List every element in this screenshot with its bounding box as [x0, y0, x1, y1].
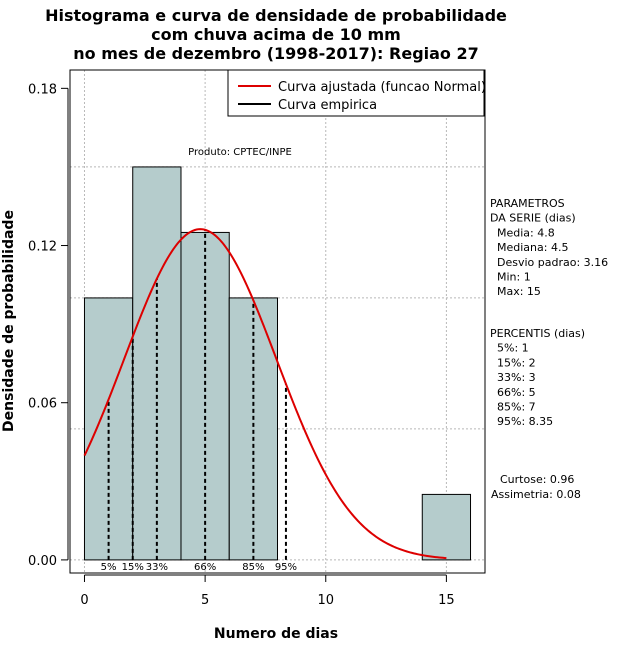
chart-title-line: no mes de dezembro (1998-2017): Regiao 2… [73, 44, 479, 63]
parameter-line: Min: 1 [490, 271, 531, 284]
y-tick-label: 0.18 [28, 82, 57, 97]
percentile-label: 85% [242, 562, 264, 573]
product-label: Produto: CPTEC/INPE [188, 147, 292, 158]
parameter-line: Media: 4.8 [490, 226, 555, 239]
parameter-line: Mediana: 4.5 [490, 241, 568, 254]
percentile-stat-line: 33%: 3 [490, 371, 536, 384]
percentile-label: 33% [146, 562, 168, 573]
percentile-stat-line: 5%: 1 [490, 342, 529, 355]
percentile-stat-line: 85%: 7 [490, 401, 536, 414]
percentile-stat-line: 95%: 8.35 [490, 415, 553, 428]
histogram-bar [83, 297, 134, 561]
percentiles-panel: PERCENTIS (dias) 5%: 1 15%: 2 33%: 3 66%… [490, 327, 585, 428]
percentile-stat-line: 15%: 2 [490, 356, 536, 369]
y-axis: 0.00 0.06 0.12 0.18 [28, 82, 69, 569]
percentile-label: 95% [275, 562, 297, 573]
x-tick-label: 15 [438, 593, 455, 608]
percentile-stat-line: 66%: 5 [490, 386, 536, 399]
shape-stat-line: Assimetria: 0.08 [491, 488, 581, 501]
parameter-line: PARAMETROS [490, 197, 565, 210]
x-tick-label: 0 [80, 593, 88, 608]
percentile-label: 5% [101, 562, 117, 573]
chart-title-line: Histograma e curva de densidade de proba… [45, 6, 507, 25]
percentile-stat-line: PERCENTIS (dias) [490, 327, 585, 340]
percentile-label: 15% [122, 562, 144, 573]
percentile-label: 66% [194, 562, 216, 573]
shape-stat-line: Curtose: 0.96 [500, 473, 574, 486]
shape-stats-panel: Curtose: 0.96 Assimetria: 0.08 [491, 473, 581, 501]
legend: Curva ajustada (funcao Normal) Curva empi… [227, 69, 486, 117]
histogram-bar [421, 493, 472, 561]
x-axis-title: Numero de dias [214, 626, 338, 642]
normal-curve-line [83, 228, 447, 560]
x-axis: 0 5 10 15 [80, 574, 455, 608]
y-tick-label: 0.12 [28, 240, 57, 255]
y-tick-label: 0.00 [28, 554, 57, 569]
legend-box [227, 69, 485, 117]
parameter-line: Max: 15 [490, 285, 541, 298]
chart-title-line: com chuva acima de 10 mm [151, 25, 401, 44]
x-tick-label: 10 [317, 593, 334, 608]
y-axis-title: Densidade de probabilidade [1, 210, 17, 432]
y-tick-label: 0.06 [28, 397, 57, 412]
parameters-panel: PARAMETROS DA SERIE (dias) Media: 4.8 Med… [490, 197, 608, 298]
parameter-line: DA SERIE (dias) [490, 212, 576, 225]
histogram-bar [228, 297, 278, 561]
x-tick-label: 5 [201, 593, 209, 608]
legend-label: Curva empirica [278, 98, 377, 113]
percentile-lines: 5% 15% 33% 66% 85% 95% [101, 229, 297, 573]
chart-title: Histograma e curva de densidade de proba… [45, 6, 507, 63]
parameter-line: Desvio padrao: 3.16 [490, 256, 608, 269]
legend-label: Curva ajustada (funcao Normal) [278, 80, 486, 95]
normal-curve [83, 228, 447, 560]
